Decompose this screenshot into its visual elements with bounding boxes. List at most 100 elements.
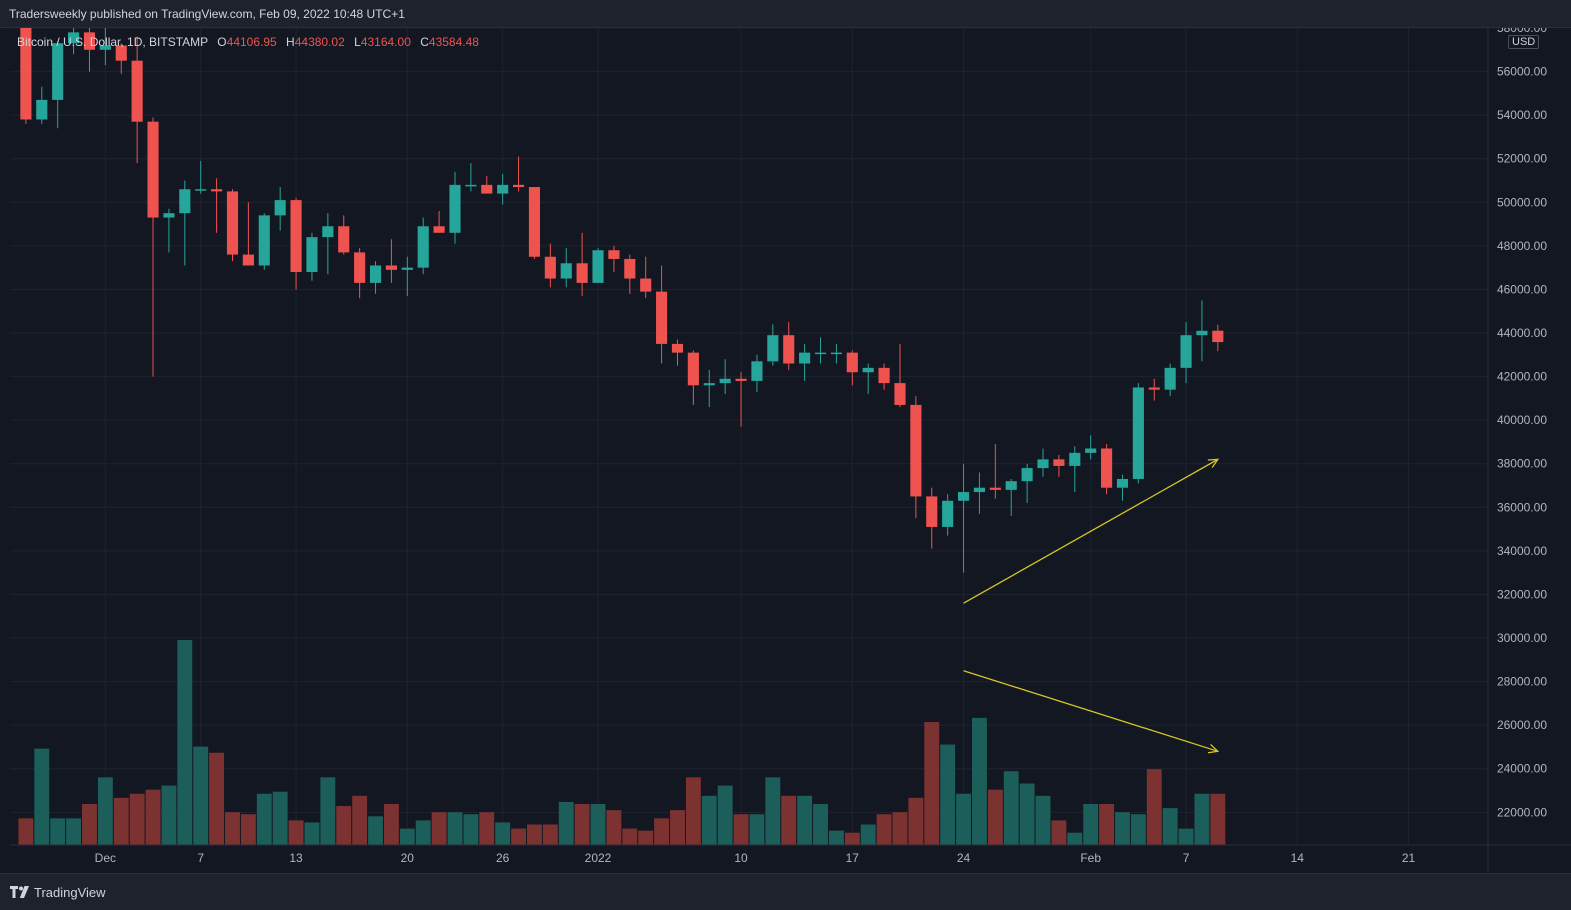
candle-body — [512, 184, 525, 188]
candle-body — [1116, 478, 1129, 488]
tradingview-logo[interactable]: TradingView — [10, 884, 106, 900]
volume-bar — [463, 814, 479, 845]
candle-body — [910, 404, 922, 497]
candle-body — [354, 252, 366, 283]
volume-bar — [320, 777, 336, 845]
trendline-arrow[interactable] — [963, 670, 1219, 752]
volume-bar — [654, 818, 670, 845]
candle-body — [1148, 387, 1160, 390]
volume-bar — [717, 785, 733, 845]
candle-body — [989, 487, 1001, 490]
arrowhead-icon — [1207, 743, 1220, 754]
volume-bar — [1035, 795, 1051, 845]
volume-bar — [1115, 812, 1130, 845]
volume-bar — [1067, 832, 1083, 845]
volume-bar — [749, 814, 765, 845]
y-tick-label: 36000.00 — [1497, 500, 1547, 514]
candle-body — [20, 6, 32, 120]
volume-bar — [987, 789, 1003, 845]
volume-bar — [892, 812, 908, 845]
x-tick-label: 7 — [197, 851, 204, 865]
candle-body — [52, 43, 64, 100]
volume-bar — [193, 746, 209, 845]
candle-body — [385, 265, 397, 270]
volume-bar — [622, 828, 638, 845]
candle-body — [719, 378, 731, 384]
x-tick-label: 17 — [846, 851, 860, 865]
candle-body — [99, 45, 111, 50]
volume-bar — [844, 832, 860, 845]
volume-bar — [495, 822, 511, 845]
trendline-annotations[interactable] — [963, 458, 1220, 754]
axes: 58000.0056000.0054000.0052000.0050000.00… — [10, 21, 1571, 872]
volume-bar — [66, 818, 82, 845]
candle-body — [814, 352, 827, 355]
publisher-text: Tradersweekly published on TradingView.c… — [9, 7, 405, 21]
volume-bar — [18, 818, 34, 845]
y-tick-label: 46000.00 — [1497, 282, 1547, 296]
volume-bar — [701, 795, 717, 845]
candle-body — [528, 187, 541, 257]
candle-body — [671, 343, 684, 353]
y-tick-label: 54000.00 — [1497, 108, 1547, 122]
volume-histogram — [18, 640, 1226, 845]
volume-bar — [240, 814, 256, 845]
y-tick-label: 56000.00 — [1497, 65, 1547, 79]
x-tick-label: 7 — [1183, 851, 1190, 865]
volume-bar — [225, 812, 240, 845]
volume-bar — [145, 789, 161, 845]
candle-body — [115, 45, 127, 61]
candle-body — [1037, 459, 1049, 469]
x-tick-label: 20 — [401, 851, 415, 865]
candle-body — [497, 184, 509, 194]
volume-bar — [1083, 804, 1099, 845]
volume-bar — [876, 814, 892, 845]
volume-bar — [860, 824, 876, 845]
y-tick-label: 52000.00 — [1497, 152, 1547, 166]
x-tick-label: 2022 — [585, 851, 612, 865]
x-tick-label: 21 — [1402, 851, 1416, 865]
candle-body — [401, 267, 413, 270]
candle-body — [417, 226, 429, 268]
x-tick-label: 14 — [1291, 851, 1305, 865]
volume-bar — [940, 744, 956, 845]
trendline-arrow[interactable] — [963, 458, 1219, 604]
candle-body — [846, 352, 858, 373]
candle-body — [163, 213, 175, 218]
volume-bar — [383, 804, 399, 845]
volume-bar — [733, 814, 749, 845]
candle-body — [640, 278, 652, 292]
volume-bar — [288, 820, 304, 845]
candle-body — [1005, 481, 1017, 490]
candle-body — [783, 335, 795, 364]
candle-body — [83, 32, 96, 50]
y-tick-label: 38000.00 — [1497, 457, 1547, 471]
candle-body — [703, 383, 715, 386]
candle-body — [36, 99, 48, 120]
volume-bar — [336, 806, 352, 845]
candle-body — [878, 367, 890, 384]
candle-body — [1069, 452, 1081, 466]
candle-body — [1212, 330, 1224, 343]
volume-bar — [1162, 808, 1178, 845]
symbol-legend[interactable]: Bitcoin / U.S. Dollar, 1D, BITSTAMP O441… — [17, 35, 479, 49]
candle-body — [211, 189, 223, 192]
volume-bar — [527, 824, 542, 845]
candle-body — [449, 184, 461, 233]
y-tick-label: 44000.00 — [1497, 326, 1547, 340]
candle-body — [830, 352, 842, 355]
symbol-name[interactable]: Bitcoin / U.S. Dollar, 1D, BITSTAMP — [17, 35, 208, 49]
y-tick-label: 22000.00 — [1497, 805, 1547, 819]
y-tick-label: 26000.00 — [1497, 718, 1547, 732]
y-tick-label: 32000.00 — [1497, 587, 1547, 601]
volume-bar — [415, 820, 431, 845]
currency-badge[interactable]: USD — [1508, 35, 1540, 49]
candle-body — [592, 250, 604, 283]
candle-body — [147, 121, 159, 218]
candle-body — [433, 226, 445, 233]
volume-bar — [765, 777, 781, 845]
volume-bar — [685, 777, 701, 845]
volume-bar — [574, 804, 590, 845]
volume-bar — [1051, 820, 1067, 845]
